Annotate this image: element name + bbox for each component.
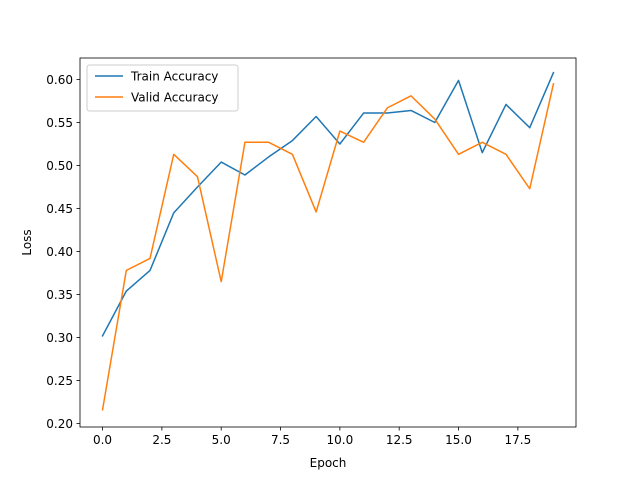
train-accuracy-line bbox=[101, 71, 555, 337]
y-tick-label: 0.35 bbox=[46, 288, 73, 302]
legend-label-train-accuracy: Train Accuracy bbox=[130, 70, 218, 84]
x-tick-label: 2.5 bbox=[152, 433, 171, 447]
x-tick-label: 5.0 bbox=[212, 433, 231, 447]
y-tick-label: 0.30 bbox=[46, 331, 73, 345]
y-tick-label: 0.50 bbox=[46, 159, 73, 173]
series-layer bbox=[101, 71, 555, 411]
y-axis-title: Loss bbox=[20, 229, 34, 255]
x-tick-label: 15.0 bbox=[445, 433, 472, 447]
y-tick-label: 0.60 bbox=[46, 73, 73, 87]
x-tick-label: 0.0 bbox=[93, 433, 112, 447]
y-tick-label: 0.40 bbox=[46, 245, 73, 259]
legend: Train Accuracy Valid Accuracy bbox=[86, 64, 239, 112]
x-tick-label: 17.5 bbox=[504, 433, 531, 447]
legend-label-valid-accuracy: Valid Accuracy bbox=[131, 91, 219, 105]
y-tick-label: 0.45 bbox=[46, 202, 73, 216]
y-axis: 0.20 0.25 0.30 0.35 0.40 0.45 0.50 0.55 0.60 bbox=[46, 73, 80, 431]
valid-accuracy-line bbox=[101, 82, 555, 411]
x-tick-label: 7.5 bbox=[271, 433, 290, 447]
y-tick-label: 0.55 bbox=[46, 116, 73, 130]
x-axis: 0.0 2.5 5.0 7.5 10.0 12.5 15.0 17.5 bbox=[93, 427, 531, 447]
y-tick-label: 0.20 bbox=[46, 417, 73, 431]
x-axis-title: Epoch bbox=[310, 456, 347, 470]
axes-frame bbox=[79, 57, 577, 428]
legend-box bbox=[86, 64, 239, 112]
y-tick-label: 0.25 bbox=[46, 374, 73, 388]
x-tick-label: 10.0 bbox=[327, 433, 354, 447]
x-tick-label: 12.5 bbox=[386, 433, 413, 447]
